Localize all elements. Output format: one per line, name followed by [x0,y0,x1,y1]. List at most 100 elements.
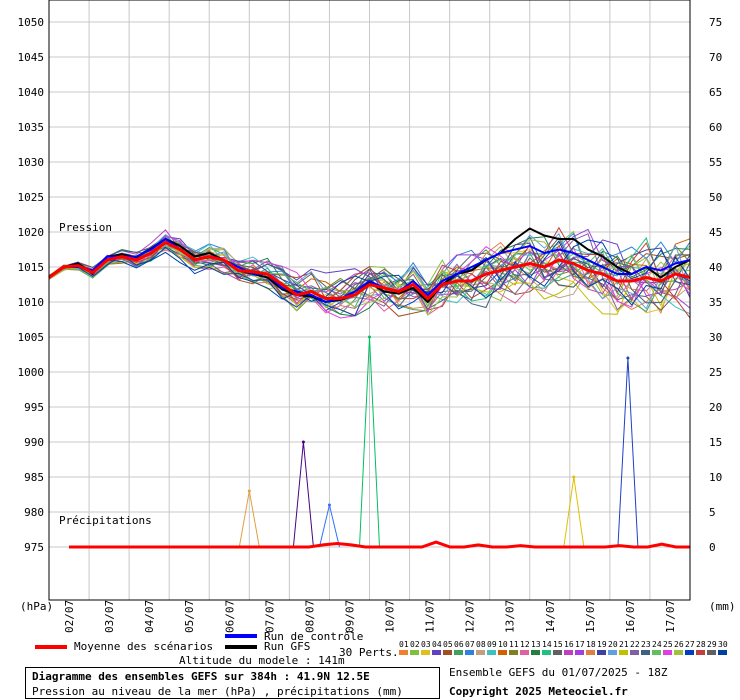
pert-swatch [531,650,540,655]
left-tick-label: 985 [24,471,44,484]
pert-number: 23 [641,640,651,649]
date-tick-label: 09/07 [343,600,356,633]
pert-swatch [432,650,441,655]
pert-number: 26 [674,640,684,649]
date-tick-label: 05/07 [183,600,196,633]
precip-mean-line [69,540,690,549]
date-tick-label: 06/07 [223,600,236,633]
right-tick-label: 50 [709,191,722,204]
pert-swatch [520,650,529,655]
pert-number: 16 [564,640,574,649]
date-tick-label: 07/07 [263,600,276,633]
pert-number: 12 [520,640,530,649]
pert-number: 06 [454,640,464,649]
pert-number: 21 [619,640,629,649]
pert-swatch [465,650,474,655]
control-legend-label: Run de contrôle [264,630,364,643]
date-tick-label: 15/07 [584,600,597,633]
right-tick-label: 25 [709,366,722,379]
ensemble-run-label: Ensemble GEFS du 01/07/2025 - 18Z [449,666,668,679]
pert-swatch [575,650,584,655]
right-tick-label: 40 [709,261,722,274]
precip-peak-line [292,441,314,548]
pert-swatch [421,650,430,655]
right-tick-label: 5 [709,506,716,519]
copyright-label: Copyright 2025 Meteociel.fr [449,685,628,698]
right-tick-label: 20 [709,401,722,414]
date-tick-label: 02/07 [63,600,76,633]
left-tick-label: 1025 [18,191,45,204]
date-tick-label: 11/07 [424,600,437,633]
pert-swatch [564,650,573,655]
left-tick-label: 1015 [18,261,45,274]
precip-peak-point [327,503,331,507]
pert-number: 30 [718,640,728,649]
pert-swatch [443,650,452,655]
precip-lines [69,335,690,549]
pert-number: 20 [608,640,618,649]
pert-number: 19 [597,640,607,649]
pert-swatch [586,650,595,655]
pert-swatch [399,650,408,655]
pert-number: 27 [685,640,695,649]
pert-number: 09 [487,640,497,649]
left-tick-label: 1010 [18,296,45,309]
plot-frame [48,0,691,601]
pert-swatch [498,650,507,655]
pert-number: 02 [410,640,420,649]
right-tick-label: 35 [709,296,722,309]
pert-number: 08 [476,640,486,649]
right-tick-label: 10 [709,471,722,484]
pert-swatch [608,650,617,655]
pert-swatch [696,650,705,655]
perts-label: 30 Perts. [339,646,399,659]
pert-number: 10 [498,640,508,649]
precip-peak-point [626,356,630,360]
pert-swatch [641,650,650,655]
left-tick-label: 1035 [18,121,45,134]
right-tick-label: 15 [709,436,722,449]
date-tick-label: 04/07 [143,600,156,633]
left-axis-unit: (hPa) [20,600,53,613]
precip-peak-point [572,475,576,479]
mean-line [48,240,691,301]
pert-swatch [542,650,551,655]
date-tick-label: 10/07 [384,600,397,633]
left-tick-label: 975 [24,541,44,554]
pert-swatch [454,650,463,655]
left-tick-label: 1050 [18,16,45,29]
pert-number: 14 [542,640,552,649]
ensemble-member-line [48,226,691,319]
gfs-swatch [225,645,257,649]
pert-number: 01 [399,640,409,649]
mean-legend-label: Moyenne des scénarios [74,640,214,653]
right-tick-label: 60 [709,121,722,134]
date-tick-label: 13/07 [504,600,517,633]
pert-swatch [509,650,518,655]
pert-swatch [685,650,694,655]
diagram-title: Diagramme des ensembles GEFS sur 384h : … [32,670,370,683]
pert-number: 13 [531,640,541,649]
altitude-label: Altitude du modele : 141m [179,654,345,667]
precip-peak-point [247,489,251,493]
ensemble-member-line [48,236,691,309]
precip-peak-point [368,335,371,339]
pert-number: 17 [575,640,585,649]
pert-swatch [553,650,562,655]
date-tick-label: 17/07 [664,600,677,633]
right-axis-unit: (mm) [709,600,736,613]
pert-number: 04 [432,640,442,649]
pert-swatch [597,650,606,655]
pert-swatch [718,650,727,655]
pert-number: 11 [509,640,519,649]
pert-number: 28 [696,640,706,649]
pert-swatch [476,650,485,655]
pressure-label: Pression [59,221,112,234]
pert-number: 05 [443,640,453,649]
left-tick-label: 1020 [18,226,45,239]
ensemble-member-line [48,229,691,304]
main-lines [48,227,691,304]
left-tick-label: 1040 [18,86,45,99]
pert-swatch [652,650,661,655]
